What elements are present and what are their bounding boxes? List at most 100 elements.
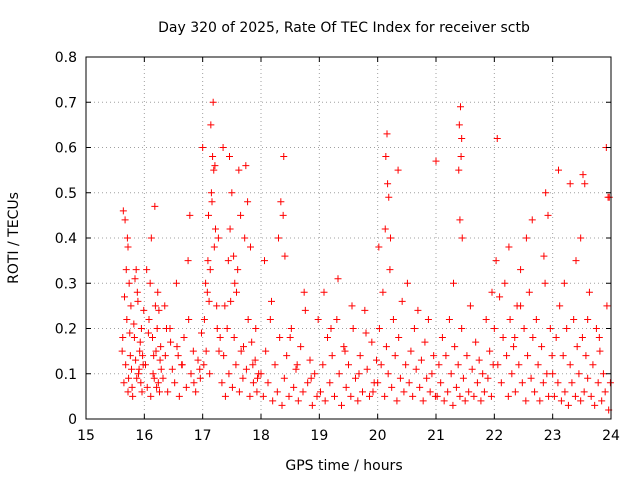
data-point bbox=[234, 266, 242, 274]
data-point bbox=[271, 361, 279, 369]
data-point bbox=[384, 370, 392, 378]
data-point bbox=[482, 315, 490, 323]
data-point bbox=[542, 189, 550, 197]
data-point bbox=[402, 361, 410, 369]
data-point bbox=[594, 379, 602, 387]
data-point bbox=[142, 361, 149, 369]
data-point bbox=[226, 153, 233, 161]
data-point bbox=[557, 397, 565, 405]
x-tick-label: 23 bbox=[544, 428, 562, 444]
data-point bbox=[560, 279, 568, 287]
data-point bbox=[417, 356, 425, 364]
data-point bbox=[248, 338, 256, 346]
data-point bbox=[276, 334, 284, 342]
data-point bbox=[543, 370, 551, 378]
data-point bbox=[468, 365, 476, 373]
data-point bbox=[349, 325, 357, 332]
data-point bbox=[167, 338, 175, 346]
data-point bbox=[455, 166, 463, 174]
data-point bbox=[470, 392, 478, 400]
data-point bbox=[149, 370, 157, 378]
data-point bbox=[412, 365, 420, 373]
data-point bbox=[388, 383, 396, 391]
data-point bbox=[577, 234, 585, 242]
x-tick-label: 24 bbox=[602, 428, 620, 444]
data-point bbox=[157, 343, 165, 351]
data-point bbox=[488, 288, 496, 296]
data-point bbox=[531, 388, 539, 396]
data-point bbox=[599, 370, 607, 378]
data-point bbox=[532, 315, 540, 323]
data-point bbox=[382, 343, 390, 351]
data-point bbox=[133, 288, 141, 296]
data-point bbox=[202, 347, 210, 355]
data-point bbox=[493, 134, 501, 142]
data-point bbox=[461, 397, 469, 405]
data-point bbox=[210, 166, 218, 174]
data-point bbox=[587, 392, 595, 400]
data-point bbox=[157, 365, 165, 373]
data-point bbox=[242, 365, 250, 373]
data-point bbox=[135, 365, 143, 373]
data-point bbox=[244, 198, 252, 206]
data-point bbox=[161, 352, 169, 360]
data-point bbox=[225, 370, 233, 378]
data-point bbox=[231, 279, 239, 287]
data-point bbox=[207, 121, 215, 129]
data-point bbox=[396, 374, 404, 382]
data-point bbox=[486, 347, 494, 355]
data-point bbox=[416, 383, 424, 391]
data-point bbox=[311, 370, 319, 378]
data-point bbox=[140, 306, 148, 314]
data-point bbox=[394, 166, 402, 174]
data-point bbox=[128, 383, 136, 391]
data-point bbox=[164, 388, 172, 396]
data-point bbox=[213, 302, 221, 310]
data-point bbox=[568, 379, 576, 387]
data-point bbox=[206, 266, 214, 274]
data-point bbox=[355, 370, 363, 378]
x-tick-label: 19 bbox=[310, 428, 328, 444]
data-point bbox=[564, 401, 572, 409]
data-point bbox=[125, 374, 133, 382]
data-point bbox=[130, 334, 138, 342]
data-point bbox=[584, 315, 592, 323]
data-point bbox=[342, 383, 350, 391]
data-point bbox=[207, 189, 215, 197]
data-point bbox=[185, 315, 193, 323]
data-point bbox=[218, 379, 226, 387]
data-point bbox=[515, 361, 523, 369]
data-point bbox=[123, 315, 131, 323]
data-point bbox=[598, 397, 606, 405]
data-point bbox=[320, 288, 328, 296]
data-point bbox=[155, 306, 163, 314]
data-point bbox=[572, 257, 580, 265]
data-point bbox=[377, 361, 385, 369]
data-point bbox=[333, 315, 341, 323]
data-point bbox=[591, 401, 599, 409]
data-point bbox=[345, 361, 352, 369]
y-tick-label: 0 bbox=[68, 412, 77, 428]
data-point bbox=[472, 338, 480, 346]
data-point bbox=[393, 397, 401, 405]
data-point bbox=[419, 397, 427, 405]
data-point bbox=[208, 198, 216, 206]
data-point bbox=[577, 397, 585, 405]
data-point bbox=[437, 379, 445, 387]
data-point bbox=[327, 325, 335, 332]
data-point bbox=[556, 302, 564, 310]
data-point bbox=[118, 347, 126, 355]
y-tick-label: 0.2 bbox=[55, 322, 77, 338]
data-point bbox=[579, 171, 587, 179]
data-point bbox=[391, 352, 399, 360]
data-point bbox=[135, 370, 142, 378]
data-point bbox=[124, 243, 132, 251]
data-point bbox=[285, 392, 293, 400]
data-point bbox=[228, 383, 236, 391]
data-point bbox=[527, 374, 535, 382]
data-point bbox=[433, 392, 441, 400]
data-point bbox=[122, 266, 130, 274]
data-point bbox=[601, 388, 609, 396]
data-point bbox=[356, 352, 364, 360]
data-point bbox=[151, 202, 159, 210]
